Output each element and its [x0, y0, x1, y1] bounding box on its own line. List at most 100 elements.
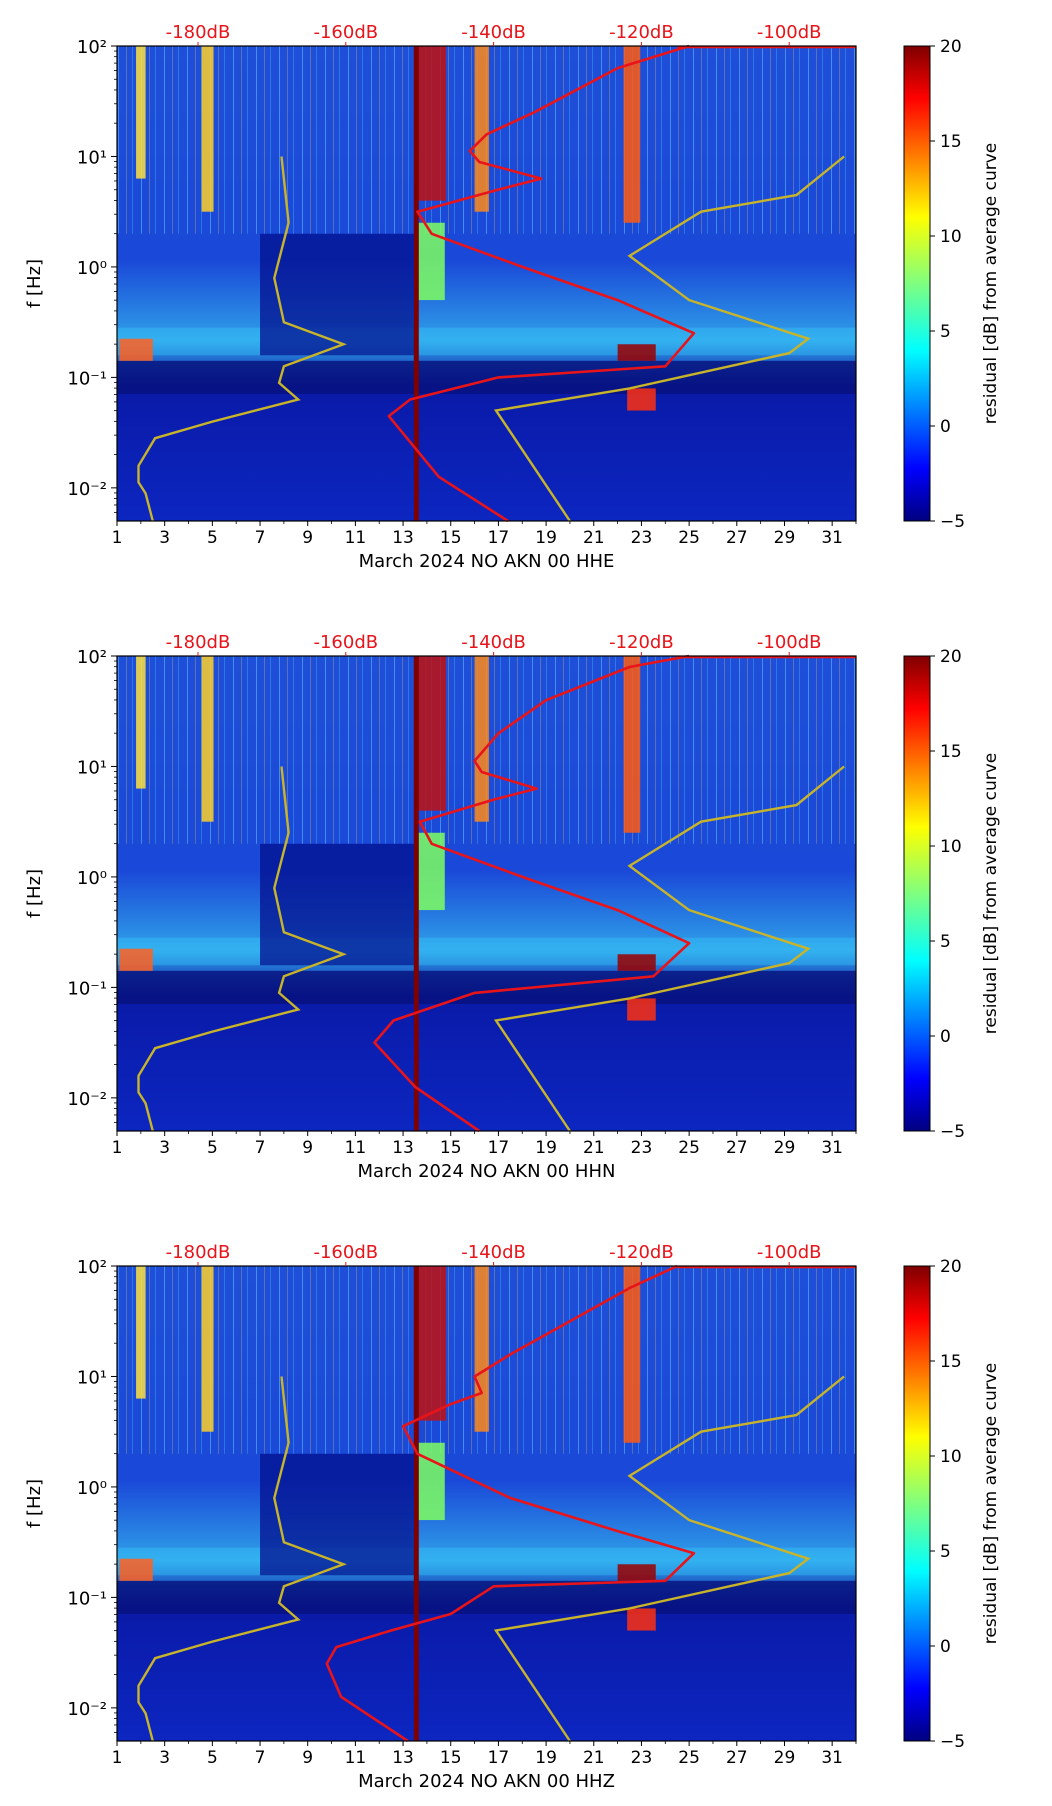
colorbar-tick-label: 15: [940, 742, 962, 762]
average-psd-curve: [387, 44, 696, 523]
residual-event-6: [418, 1442, 445, 1521]
colorbar: [903, 655, 931, 1132]
x-tick-label: 31: [821, 1138, 843, 1158]
top-db-label: -140dB: [461, 632, 526, 653]
x-tick-label: 25: [678, 1138, 700, 1158]
x-tick-label: 23: [631, 1138, 653, 1158]
top-db-label: -140dB: [461, 22, 526, 43]
y-tick-label: 10⁻¹: [67, 1588, 107, 1609]
top-db-label: -160dB: [313, 22, 378, 43]
quiet-region: [260, 843, 415, 966]
residual-event-5: [136, 1266, 146, 1399]
colorbar-tick-label: 10: [940, 227, 962, 247]
x-tick-label: 3: [159, 1138, 170, 1158]
top-db-label: -140dB: [461, 1242, 526, 1263]
colorbar: [903, 45, 931, 522]
residual-event-2: [474, 656, 489, 822]
x-tick-label: 29: [774, 1748, 796, 1768]
top-db-label: -180dB: [166, 1242, 231, 1263]
residual-event-5: [136, 656, 146, 789]
x-tick-label: 23: [631, 528, 653, 548]
colorbar-tick-label: 5: [940, 1542, 951, 1562]
data-gap-line: [413, 1266, 419, 1741]
x-tick-label: 5: [207, 528, 218, 548]
top-db-label: -120dB: [609, 22, 674, 43]
x-axis-label: March 2024 NO AKN 00 HHZ: [358, 1771, 615, 1792]
x-tick-label: 19: [535, 528, 557, 548]
colorbar-tick-label: −5: [940, 1732, 965, 1752]
residual-event-3: [623, 656, 641, 833]
x-axis-label: March 2024 NO AKN 00 HHE: [359, 551, 615, 572]
high-noise-model-curve: [493, 155, 845, 522]
y-tick-label: 10⁻¹: [67, 978, 107, 999]
residual-event-2: [474, 1266, 489, 1432]
x-tick-label: 31: [821, 528, 843, 548]
y-tick-label: 10²: [77, 1257, 107, 1278]
colorbar-tick-label: 0: [940, 417, 951, 437]
microseism-band: [117, 1547, 856, 1576]
residual-event-7: [617, 1564, 656, 1581]
x-tick-label: 3: [159, 528, 170, 548]
x-tick-label: 13: [392, 528, 414, 548]
top-db-label: -160dB: [313, 632, 378, 653]
colorbar-tick-label: −5: [940, 512, 965, 532]
low-noise-model-curve: [137, 156, 347, 522]
colorbar-tick-label: 10: [940, 837, 962, 857]
x-tick-label: 5: [207, 1748, 218, 1768]
microseism-gap-band: [117, 1580, 856, 1614]
y-tick-label: 10⁰: [77, 1478, 107, 1499]
colorbar-tick-label: 10: [940, 1447, 962, 1467]
x-tick-label: 11: [345, 528, 367, 548]
x-tick-label: 9: [302, 528, 313, 548]
y-tick-label: 10¹: [77, 757, 107, 778]
x-tick-label: 21: [583, 1138, 605, 1158]
top-db-label: -180dB: [166, 632, 231, 653]
x-tick-label: 9: [302, 1138, 313, 1158]
data-gap-line: [413, 656, 419, 1131]
colorbar-label: residual [dB] from average curve: [981, 753, 1001, 1034]
x-tick-label: 1: [112, 1138, 123, 1158]
colorbar-tick-label: 20: [940, 37, 962, 57]
microseism-band: [117, 937, 856, 966]
x-tick-label: 17: [488, 528, 510, 548]
residual-event-8: [627, 1608, 656, 1631]
x-tick-label: 13: [392, 1138, 414, 1158]
colorbar-tick-label: −5: [940, 1122, 965, 1142]
x-tick-label: 19: [535, 1748, 557, 1768]
y-tick-label: 10¹: [77, 1367, 107, 1388]
residual-event-4: [201, 1266, 214, 1432]
y-tick-label: 10¹: [77, 147, 107, 168]
top-db-label: -120dB: [609, 1242, 674, 1263]
x-tick-label: 1: [112, 1748, 123, 1768]
top-db-label: -100dB: [757, 1242, 822, 1263]
x-tick-label: 7: [255, 1138, 266, 1158]
top-db-label: -160dB: [313, 1242, 378, 1263]
residual-event-5: [136, 46, 146, 179]
residual-event-3: [623, 46, 641, 223]
residual-event-4: [201, 46, 214, 212]
x-tick-label: 17: [488, 1138, 510, 1158]
x-tick-label: 29: [774, 1138, 796, 1158]
residual-event-2: [474, 46, 489, 212]
y-tick-label: 10⁻²: [67, 479, 107, 500]
residual-event-9: [119, 338, 153, 361]
x-tick-label: 15: [440, 1748, 462, 1768]
colorbar: [903, 1265, 931, 1742]
y-tick-label: 10⁰: [77, 868, 107, 889]
residual-event-1: [417, 656, 446, 811]
microseism-gap-band: [117, 970, 856, 1004]
colorbar-tick-label: 15: [940, 1352, 962, 1372]
y-axis-label: f [Hz]: [24, 259, 45, 308]
x-tick-label: 27: [726, 528, 748, 548]
residual-event-1: [417, 46, 446, 201]
colorbar-tick-label: 0: [940, 1027, 951, 1047]
quiet-region: [260, 1453, 415, 1576]
colorbar-tick-label: 20: [940, 1257, 962, 1277]
x-tick-label: 15: [440, 1138, 462, 1158]
x-tick-label: 19: [535, 1138, 557, 1158]
x-tick-label: 1: [112, 528, 123, 548]
data-gap-line: [413, 46, 419, 521]
x-tick-label: 11: [345, 1748, 367, 1768]
